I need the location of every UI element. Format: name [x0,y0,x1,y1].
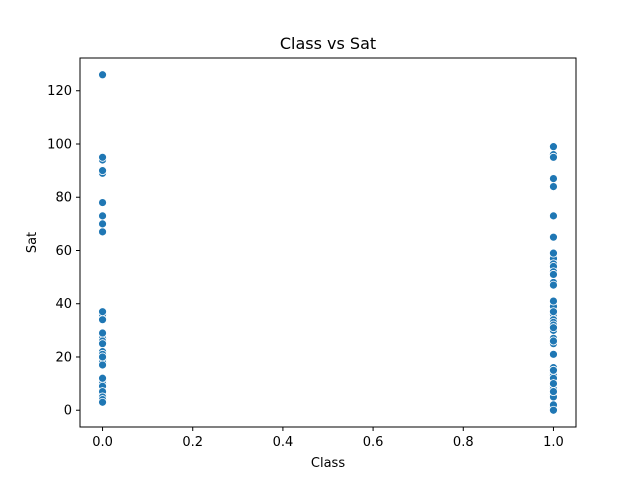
data-point [549,232,558,242]
x-tick-label: 1.0 [543,435,564,450]
data-point [549,280,558,290]
data-point [549,405,558,415]
x-axis-ticks: 0.0 0.2 0.4 0.6 0.8 1.0 [92,427,564,450]
data-point [98,360,107,370]
data-point [549,365,558,375]
y-tick-label: 20 [55,350,72,365]
data-point [549,182,558,191]
x-tick-label: 0.4 [273,435,294,450]
data-point [98,397,107,407]
x-axis-label: Class [311,456,345,471]
x-tick-label: 0.6 [363,435,384,450]
data-point [98,328,107,338]
y-tick-label: 60 [55,244,72,259]
data-point [98,352,107,362]
y-tick-label: 0 [64,404,72,419]
y-axis-label: Sat [25,232,40,253]
chart-title: Class vs Sat [280,34,376,53]
data-point [549,142,558,152]
data-point [549,349,558,359]
data-point [98,70,107,80]
y-tick-label: 100 [47,137,72,152]
x-tick-label: 0.8 [453,435,474,450]
data-points [98,70,558,415]
data-point [549,323,558,333]
data-point [549,248,558,258]
y-tick-label: 120 [47,84,72,99]
x-tick-label: 0.0 [92,435,113,450]
plot-area-frame [79,57,577,428]
data-point [549,336,558,346]
data-point [549,379,558,389]
data-point [549,307,558,317]
data-point [549,296,558,306]
data-point [98,166,107,176]
y-tick-label: 80 [55,191,72,206]
data-point [98,211,107,221]
data-point [98,373,107,383]
data-point [98,315,107,325]
data-point [98,152,107,162]
data-point [549,211,558,221]
data-point [549,387,558,396]
y-axis-ticks: 0 20 40 60 80 100 120 [47,84,80,419]
data-point [98,227,107,237]
data-point [549,174,558,184]
data-point [98,198,107,207]
y-tick-label: 40 [55,297,72,312]
data-point [549,270,558,279]
x-tick-label: 0.2 [182,435,203,450]
data-point [98,219,107,229]
data-point [98,307,107,317]
data-point [98,339,107,349]
data-point [549,152,558,162]
